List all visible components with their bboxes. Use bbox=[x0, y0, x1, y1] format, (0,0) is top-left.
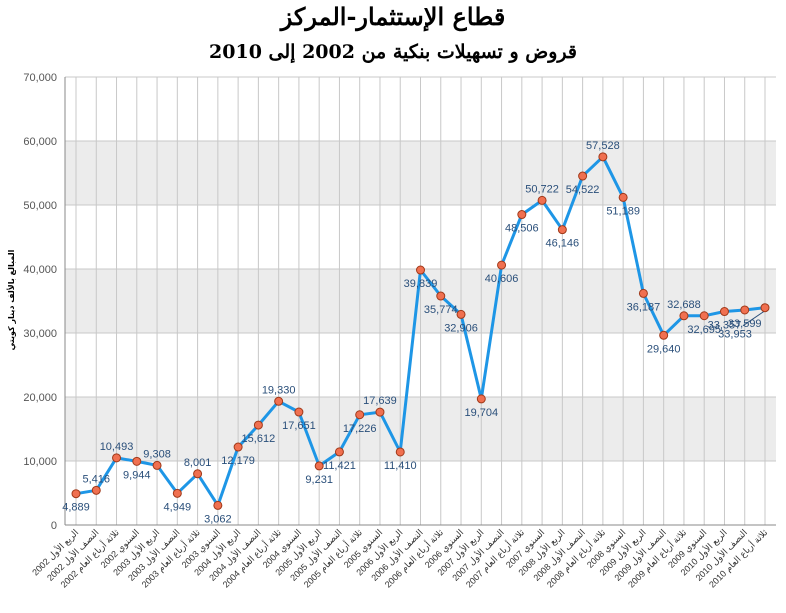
label-leader bbox=[742, 310, 766, 327]
data-point bbox=[638, 288, 648, 298]
data-label: 32,688 bbox=[667, 299, 701, 311]
data-point bbox=[375, 407, 385, 417]
data-label: 11,410 bbox=[384, 460, 417, 472]
data-point bbox=[355, 410, 365, 420]
data-point bbox=[152, 460, 162, 470]
data-point bbox=[740, 305, 750, 315]
data-label: 17,639 bbox=[363, 395, 397, 407]
data-point bbox=[71, 489, 81, 499]
data-label: 9,944 bbox=[123, 469, 151, 481]
data-label: 9,231 bbox=[305, 474, 333, 486]
vertical-gridlines bbox=[75, 77, 766, 525]
y-tick-label: 70,000 bbox=[23, 72, 57, 84]
data-point bbox=[395, 447, 405, 457]
data-label: 33,357 bbox=[708, 320, 742, 332]
data-point bbox=[557, 225, 567, 235]
data-point bbox=[719, 307, 729, 317]
data-label: 15,612 bbox=[242, 433, 276, 445]
data-label: 48,506 bbox=[505, 223, 539, 235]
data-point bbox=[659, 330, 669, 340]
data-label: 35,774 bbox=[424, 304, 458, 316]
data-point bbox=[578, 171, 588, 181]
data-label: 39,839 bbox=[404, 278, 438, 290]
data-point bbox=[699, 311, 709, 321]
data-label: 5,416 bbox=[82, 473, 110, 485]
y-tick-label: 0 bbox=[51, 520, 57, 532]
data-label: 17,226 bbox=[343, 423, 377, 435]
data-label: 50,722 bbox=[525, 183, 559, 195]
y-tick-label: 60,000 bbox=[23, 136, 57, 148]
data-point bbox=[537, 195, 547, 205]
data-point bbox=[253, 420, 263, 430]
data-point bbox=[679, 311, 689, 321]
y-tick-label: 40,000 bbox=[23, 264, 57, 276]
data-point bbox=[294, 407, 304, 417]
data-label: 8,001 bbox=[184, 457, 212, 469]
data-label: 29,640 bbox=[647, 343, 681, 355]
data-point bbox=[91, 485, 101, 495]
data-point bbox=[172, 488, 182, 498]
y-axis-label: المبالغ بالألف دينار كويتي bbox=[6, 249, 16, 350]
data-label: 33,953 bbox=[718, 329, 752, 341]
data-point bbox=[334, 447, 344, 457]
data-label: 32,906 bbox=[444, 322, 478, 334]
data-label: 17,651 bbox=[282, 420, 316, 432]
data-label: 9,308 bbox=[143, 448, 171, 460]
data-label: 19,330 bbox=[262, 384, 296, 396]
data-label: 40,606 bbox=[485, 273, 519, 285]
y-tick-label: 10,000 bbox=[23, 456, 57, 468]
data-point bbox=[233, 442, 243, 452]
data-point bbox=[598, 152, 608, 162]
data-point bbox=[274, 396, 284, 406]
data-point bbox=[112, 453, 122, 463]
label-leader-lines bbox=[742, 310, 766, 327]
data-markers bbox=[71, 152, 770, 510]
data-label: 46,146 bbox=[546, 238, 580, 250]
data-label: 36,187 bbox=[627, 301, 661, 313]
data-label: 4,949 bbox=[164, 501, 192, 513]
data-point bbox=[416, 265, 425, 275]
data-label: 32,695 bbox=[687, 324, 721, 336]
data-point bbox=[436, 291, 446, 301]
data-point bbox=[193, 469, 203, 479]
data-label: 11,421 bbox=[323, 460, 356, 472]
data-labels: 4,889 5,416 10,493 9,944 9,308 4,949 8,001 3,06… bbox=[62, 140, 761, 526]
data-label: 19,704 bbox=[464, 407, 498, 419]
data-label: 10,493 bbox=[100, 441, 134, 453]
data-label: 33,599 bbox=[728, 318, 762, 330]
data-point bbox=[517, 210, 527, 220]
data-label: 12,179 bbox=[221, 455, 255, 467]
data-label: 4,889 bbox=[62, 502, 90, 514]
y-tick-label: 50,000 bbox=[23, 200, 57, 212]
data-point bbox=[132, 456, 142, 466]
chart-title: قطاع الإستثمار-المركز bbox=[280, 2, 506, 31]
data-label: 57,528 bbox=[586, 140, 620, 152]
data-point bbox=[456, 309, 466, 319]
data-label: 51,189 bbox=[606, 205, 640, 217]
data-label: 54,522 bbox=[566, 184, 600, 196]
y-tick-label: 20,000 bbox=[23, 392, 57, 404]
y-tick-labels: 0 10,000 20,000 30,000 40,000 50,000 60,000 70,… bbox=[23, 72, 57, 532]
data-point bbox=[760, 303, 770, 313]
data-point bbox=[497, 260, 507, 270]
data-point bbox=[314, 461, 324, 471]
data-point bbox=[476, 394, 486, 404]
data-point bbox=[213, 500, 223, 510]
data-label: 3,062 bbox=[204, 513, 232, 525]
axes bbox=[64, 77, 776, 526]
chart-subtitle: قروض و تسهيلات بنكية من 2002 إلى 2010 bbox=[209, 41, 577, 63]
y-tick-label: 30,000 bbox=[23, 328, 57, 340]
data-point bbox=[618, 192, 628, 202]
